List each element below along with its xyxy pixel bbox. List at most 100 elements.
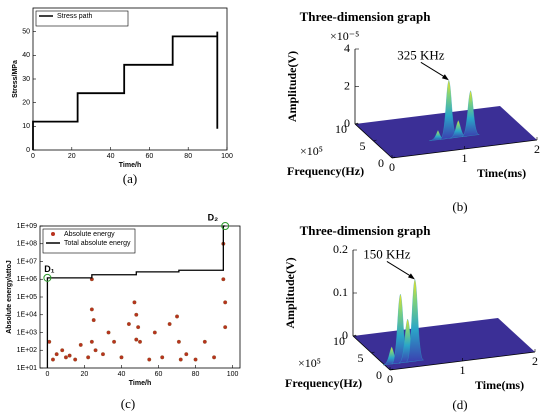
x-tick-label: 20 [68, 153, 76, 160]
surface-floor [353, 318, 535, 370]
annotation: 150 KHz [363, 246, 411, 261]
annotation-arrow [420, 61, 448, 79]
annotation-arrow [386, 260, 414, 278]
x-axis-label: Frequency(Hz) [285, 376, 362, 390]
t-tick-label: 1 [460, 363, 466, 377]
x-axis-label: Time/h [119, 162, 141, 169]
x-tick-label: 40 [107, 153, 115, 160]
f-tick-label: 10 [333, 334, 345, 348]
y-tick-label: 1E+02 [17, 347, 38, 354]
z-tick-label: 0 [344, 116, 350, 130]
scatter-point [89, 339, 94, 344]
y-tick-label: 1E+01 [17, 365, 38, 372]
legend-label: Absolute energy [64, 231, 115, 238]
scatter-point [223, 325, 228, 330]
scatter-point [167, 322, 172, 326]
z-scale-label: ×10⁻⁵ [330, 29, 359, 43]
t-tick-label: 2 [532, 354, 538, 368]
scatter-point [134, 337, 139, 342]
f-tick-label: 0 [378, 156, 384, 170]
t-tick-label: 0 [389, 160, 395, 174]
x-tick-label: 100 [227, 371, 239, 378]
y-tick-label: 1E+07 [17, 258, 38, 265]
x-axis-label: Frequency(Hz) [287, 164, 364, 178]
y-tick-label: 1E+08 [17, 241, 38, 248]
annotation: D₁ [44, 264, 54, 274]
plot-frame [32, 7, 228, 151]
x-tick-label: 100 [221, 153, 233, 160]
x-tick-label: 0 [45, 371, 49, 378]
y-tick-label: 1E+05 [17, 294, 38, 301]
legend-box [35, 10, 129, 27]
legend-label: Total absolute energy [64, 240, 131, 247]
scatter-point [178, 357, 183, 362]
f-scale-label: ×10⁵ [300, 144, 323, 158]
y-axis-label: Absolute energy/attoJ [6, 260, 13, 334]
f-tick-label: 5 [360, 139, 366, 153]
panel-label: (c) [121, 396, 135, 411]
t-tick-label: 0 [387, 372, 393, 386]
x-tick-label: 80 [184, 153, 192, 160]
chart-title: Three-dimension graph [300, 223, 432, 238]
t-axis-label: Time(ms) [477, 166, 526, 180]
scatter-point [89, 307, 94, 312]
line [46, 225, 226, 368]
z-tick-label: 0 [342, 328, 348, 342]
f-tick [373, 139, 377, 142]
scatter-point [86, 355, 91, 360]
scatter-point [221, 277, 226, 282]
y-tick-label: 1E+04 [17, 312, 38, 319]
scatter-point [73, 357, 78, 362]
f-tick-label: 10 [335, 122, 347, 136]
scatter-point [176, 339, 181, 344]
scatter-point [212, 355, 217, 360]
y-axis-label: Stress/MPa [12, 60, 19, 98]
scatter-point [152, 330, 157, 335]
line [32, 31, 219, 150]
z-tick-label: 4 [344, 41, 350, 55]
legend-symbol [51, 232, 55, 236]
x-tick-label: 60 [155, 371, 163, 378]
chart-title: Three-dimension graph [300, 9, 432, 24]
annotation-marker [43, 273, 52, 282]
f-tick-label: 0 [376, 368, 382, 382]
scatter-point [202, 339, 207, 344]
scatter-point [60, 348, 65, 353]
scatter-point [106, 330, 111, 335]
scatter-point [51, 357, 55, 362]
legend-box [42, 228, 136, 254]
annotation-marker [221, 222, 230, 230]
panel-label: (b) [452, 199, 467, 214]
scatter-point [184, 352, 189, 357]
y-tick-label: 30 [22, 76, 30, 83]
f-tick [371, 351, 375, 354]
f-tick-label: 5 [358, 351, 364, 365]
f-tick [352, 334, 357, 337]
scatter-point [119, 355, 124, 360]
annotation: 325 KHz [397, 47, 445, 62]
t-axis-label: Time(ms) [475, 378, 524, 392]
scatter-point [112, 339, 117, 344]
t-tick-label: 2 [534, 142, 540, 156]
x-tick-label: 20 [81, 371, 89, 378]
f-tick [389, 368, 394, 371]
scatter-point [193, 357, 198, 362]
y-tick-label: 40 [22, 52, 30, 59]
f-tick [391, 156, 396, 159]
scatter-point [101, 352, 105, 357]
x-tick-label: 80 [192, 371, 200, 378]
scatter-point [126, 322, 131, 326]
z-axis-label: Amplitude(V) [283, 257, 297, 328]
surface-peak [461, 90, 480, 137]
z-tick-label: 0.2 [333, 242, 348, 256]
annotation: D₂ [208, 212, 219, 222]
x-tick-label: 40 [118, 371, 126, 378]
scatter-point [63, 355, 68, 360]
y-tick-label: 50 [22, 29, 30, 36]
y-tick-label: 1E+09 [17, 223, 38, 230]
y-tick-label: 0 [26, 147, 30, 154]
z-tick-label: 0.1 [333, 285, 348, 299]
scatter-point [91, 318, 96, 323]
t-tick-label: 1 [462, 151, 468, 165]
